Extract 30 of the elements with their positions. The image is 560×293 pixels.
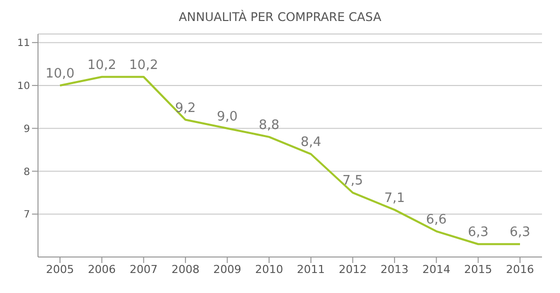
- data-label: 8,4: [300, 135, 322, 150]
- data-label: 6,6: [426, 212, 447, 228]
- x-tick-label: 2007: [130, 262, 158, 276]
- y-tick-label: 10: [17, 81, 30, 92]
- y-tick-label: 8: [24, 166, 30, 178]
- chart-title: ANNUALITÀ PER COMPRARE CASA: [178, 8, 382, 26]
- x-tick-label: 2009: [213, 262, 242, 276]
- y-tick-label: 9: [24, 124, 30, 135]
- data-label: 7,1: [384, 190, 405, 206]
- data-label: 10,2: [129, 58, 158, 73]
- x-tick-label: 2016: [506, 262, 534, 276]
- data-label: 10,2: [87, 58, 116, 73]
- data-label: 6,3: [510, 225, 530, 240]
- x-tick-label: 2010: [255, 262, 284, 276]
- x-tick-label: 2015: [464, 262, 492, 276]
- x-tick-label: 2012: [338, 262, 367, 276]
- data-label: 9,2: [175, 100, 196, 116]
- x-tick-label: 2008: [171, 262, 200, 276]
- x-tick-label: 2014: [422, 262, 450, 276]
- x-tick-label: 2011: [296, 262, 325, 276]
- data-label: 10,0: [46, 66, 74, 82]
- x-tick-label: 2013: [380, 262, 409, 276]
- y-tick-label: 11: [17, 38, 30, 50]
- x-tick-label: 2006: [88, 262, 116, 276]
- x-tick-label: 2005: [46, 262, 74, 276]
- data-label: 9,0: [216, 109, 238, 124]
- data-label: 6,3: [468, 225, 489, 240]
- y-tick-label: 7: [24, 210, 30, 221]
- data-label: 8,8: [258, 118, 280, 133]
- data-label: 7,5: [342, 174, 364, 189]
